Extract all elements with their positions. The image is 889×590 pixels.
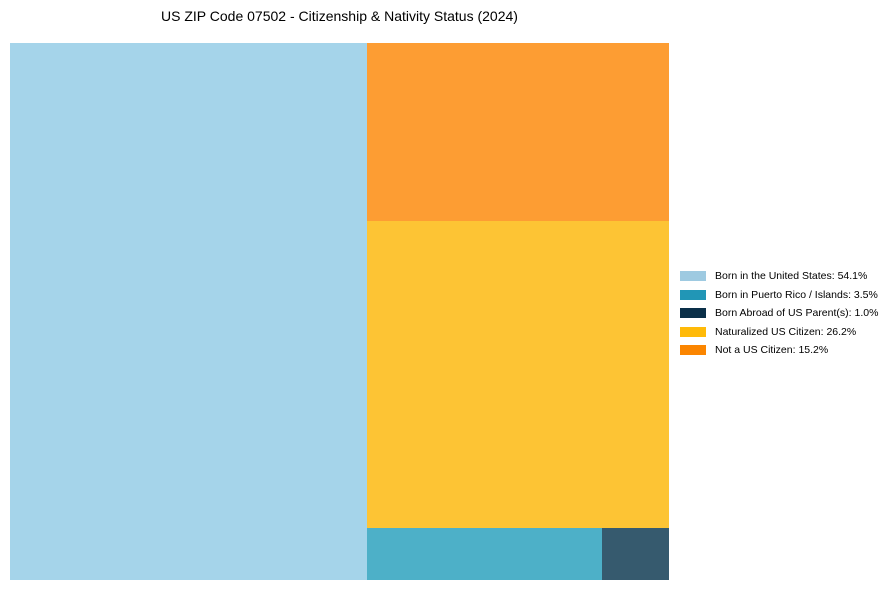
legend-swatch [680, 289, 706, 300]
legend-label: Born in Puerto Rico / Islands: 3.5% [715, 288, 878, 301]
legend: Born in the United States: 54.1% Born in… [680, 267, 878, 360]
legend-item: Born in the United States: 54.1% [680, 267, 878, 286]
legend-label: Born Abroad of US Parent(s): 1.0% [715, 307, 879, 320]
legend-item: Born Abroad of US Parent(s): 1.0% [680, 304, 878, 323]
legend-swatch [680, 326, 706, 337]
legend-label: Born in the United States: 54.1% [715, 270, 868, 283]
legend-item: Not a US Citizen: 15.2% [680, 341, 878, 360]
legend-swatch [680, 345, 706, 356]
chart-title: US ZIP Code 07502 - Citizenship & Nativi… [161, 8, 518, 24]
tile-born-us [10, 43, 367, 580]
treemap-plot [10, 43, 669, 580]
legend-swatch [680, 271, 706, 282]
legend-item: Naturalized US Citizen: 26.2% [680, 323, 878, 342]
tile-born-abroad [602, 528, 669, 580]
legend-label: Naturalized US Citizen: 26.2% [715, 325, 857, 338]
tile-naturalized [367, 221, 669, 528]
tile-born-puerto-rico [367, 528, 602, 580]
tile-not-citizen [367, 43, 669, 221]
legend-swatch [680, 308, 706, 319]
legend-label: Not a US Citizen: 15.2% [715, 344, 829, 357]
legend-item: Born in Puerto Rico / Islands: 3.5% [680, 286, 878, 305]
